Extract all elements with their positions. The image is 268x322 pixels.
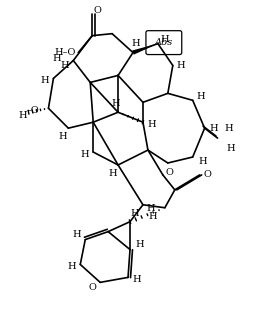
Text: H–O: H–O [55,48,76,57]
Text: H: H [132,39,140,48]
Text: H: H [161,35,169,44]
Text: H: H [136,240,144,249]
Text: H: H [198,156,207,166]
Text: Abs: Abs [155,38,173,47]
Text: H: H [224,124,233,133]
Text: H: H [109,169,117,178]
Text: H: H [18,111,27,120]
FancyBboxPatch shape [146,31,182,54]
Text: H: H [176,61,185,70]
Text: H: H [67,262,76,271]
Polygon shape [132,43,158,55]
Text: –O: –O [26,106,39,115]
Text: H: H [112,99,120,108]
Text: H: H [52,54,61,63]
Text: O: O [93,6,101,15]
Text: O: O [166,168,174,177]
Text: H: H [72,230,81,239]
Text: H: H [226,144,235,153]
Text: H: H [60,61,69,70]
Text: H: H [80,149,88,158]
Text: H: H [133,275,141,284]
Text: H: H [147,204,155,213]
Text: O: O [204,170,211,179]
Text: H: H [40,76,49,85]
Text: H: H [196,92,205,101]
Text: H: H [58,132,67,141]
Text: H: H [148,212,157,221]
Text: H: H [131,209,139,218]
Text: O: O [88,283,96,292]
Text: H: H [148,120,156,129]
Text: H: H [209,124,218,133]
